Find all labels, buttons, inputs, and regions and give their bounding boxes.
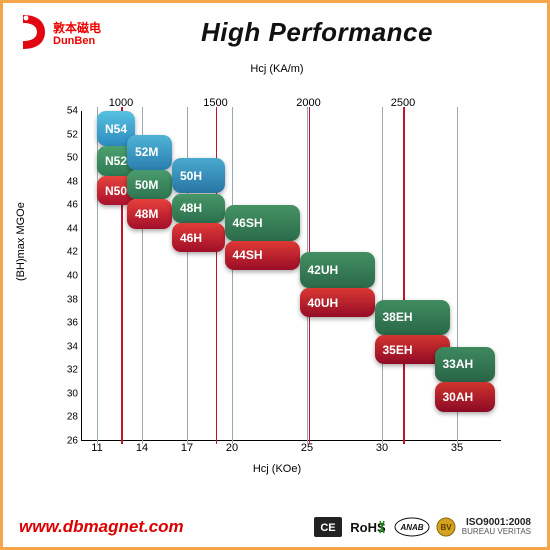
grade-label: 50M	[135, 178, 158, 192]
grade-30ah: 30AH	[435, 382, 495, 411]
ytick: 44	[67, 223, 82, 234]
logo-text: 敦本磁电 DunBen	[53, 22, 101, 47]
footer: www.dbmagnet.com CE RoHS ANAB BV ISO9001…	[9, 511, 541, 541]
grade-label: 30AH	[443, 390, 474, 404]
grade-label: N54	[105, 122, 127, 136]
grade-label: 46SH	[233, 216, 263, 230]
ytick: 28	[67, 412, 82, 423]
ytick: 36	[67, 318, 82, 329]
grade-label: 40UH	[308, 296, 339, 310]
ytick: 32	[67, 365, 82, 376]
grade-38eh: 38EH	[375, 300, 450, 335]
ytick: 26	[67, 436, 82, 447]
gridline	[382, 107, 383, 444]
ytick: 38	[67, 294, 82, 305]
grade-label: 42UH	[308, 263, 339, 277]
cert-badges: CE RoHS ANAB BV ISO9001:2008 BUREAU VERI…	[314, 517, 531, 537]
grade-46sh: 46SH	[225, 205, 300, 240]
frame: 敦本磁电 DunBen High Performance Hcj (KA/m) …	[0, 0, 550, 550]
ytick: 40	[67, 271, 82, 282]
grade-label: 38EH	[383, 310, 413, 324]
grade-48m: 48M	[127, 199, 172, 228]
grade-label: 50H	[180, 169, 202, 183]
grade-label: 46H	[180, 231, 202, 245]
iso-line2: BUREAU VERITAS	[462, 528, 531, 537]
grade-label: 52M	[135, 145, 158, 159]
ytick: 42	[67, 247, 82, 258]
grade-label: 35EH	[383, 343, 413, 357]
axis-label-top: Hcj (KA/m)	[250, 63, 303, 75]
axis-label-bottom: Hcj (KOe)	[253, 463, 301, 475]
grade-label: 48M	[135, 207, 158, 221]
grade-50m: 50M	[127, 170, 172, 199]
grade-44sh: 44SH	[225, 241, 300, 270]
ytick: 48	[67, 176, 82, 187]
svg-text:BV: BV	[440, 523, 452, 532]
iso-text: ISO9001:2008 BUREAU VERITAS	[462, 517, 531, 537]
anab-icon: ANAB	[394, 517, 430, 537]
footer-url: www.dbmagnet.com	[19, 517, 184, 537]
grade-40uh: 40UH	[300, 288, 375, 317]
grade-label: N52	[105, 154, 127, 168]
logo-en: DunBen	[53, 35, 101, 47]
grade-46h: 46H	[172, 223, 225, 252]
ce-icon: CE	[314, 517, 342, 537]
bv-icon: BV	[436, 517, 456, 537]
grade-label: 44SH	[233, 248, 263, 262]
plot-area: 2628303234363840424446485052541114172025…	[81, 111, 501, 441]
grade-50h: 50H	[172, 158, 225, 193]
grade-label: 33AH	[443, 357, 474, 371]
ytick: 50	[67, 153, 82, 164]
gridline	[232, 107, 233, 444]
grade-48h: 48H	[172, 194, 225, 223]
axis-label-left: (BH)max MGOe	[15, 202, 27, 281]
ytick: 52	[67, 129, 82, 140]
chart: Hcj (KA/m) 26283032343638404244464850525…	[27, 81, 527, 481]
rohs-icon: RoHS	[348, 517, 388, 537]
svg-text:ANAB: ANAB	[399, 523, 423, 532]
ytick: 46	[67, 200, 82, 211]
logo-cn: 敦本磁电	[53, 22, 101, 35]
grade-33ah: 33AH	[435, 347, 495, 382]
grade-label: N50	[105, 184, 127, 198]
header: 敦本磁电 DunBen High Performance	[9, 9, 541, 56]
svg-text:CE: CE	[320, 522, 335, 534]
grade-52m: 52M	[127, 135, 172, 170]
inner: 敦本磁电 DunBen High Performance Hcj (KA/m) …	[9, 9, 541, 541]
ytick: 30	[67, 388, 82, 399]
ytick: 54	[67, 106, 82, 117]
logo: 敦本磁电 DunBen	[17, 13, 101, 56]
logo-mark-icon	[17, 13, 47, 56]
ytick: 34	[67, 341, 82, 352]
gridline-red	[403, 107, 405, 444]
grade-42uh: 42UH	[300, 252, 375, 287]
page-title: High Performance	[101, 13, 533, 48]
grade-label: 48H	[180, 201, 202, 215]
